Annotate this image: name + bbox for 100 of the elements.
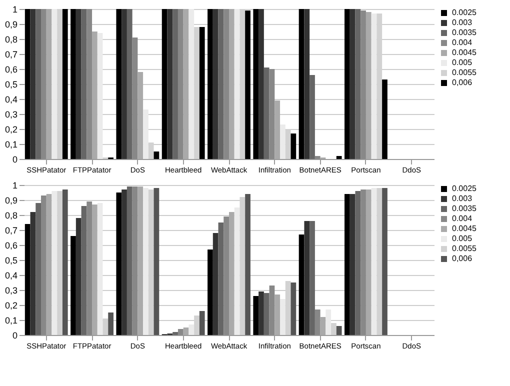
bar [253, 9, 259, 159]
bar [24, 224, 30, 335]
legend-label: 0.0045 [452, 48, 478, 57]
bar [350, 9, 356, 159]
bar [355, 9, 361, 159]
bar [154, 152, 160, 159]
bar [336, 326, 342, 335]
bar [143, 188, 148, 335]
bar [143, 110, 148, 159]
legend-label: 0.0025 [452, 8, 478, 17]
bar [116, 9, 122, 159]
bar [245, 10, 250, 159]
bar [253, 296, 259, 335]
legend-label: 0.0055 [452, 68, 478, 77]
bar [234, 9, 240, 159]
bar [310, 221, 315, 335]
y-tick-label: 0,6 [4, 64, 18, 74]
y-tick-label: 0 [12, 330, 18, 340]
bar [41, 9, 46, 159]
bar [24, 9, 30, 159]
bar [366, 12, 372, 159]
bar [92, 204, 98, 335]
y-tick-label: 0,7 [4, 226, 18, 236]
bar [62, 9, 68, 159]
bar [178, 9, 184, 159]
bar [46, 9, 52, 159]
bar [194, 27, 200, 159]
y-tick-label: 0,8 [4, 34, 18, 44]
bar [218, 9, 224, 159]
legend-label: 0.0035 [452, 28, 478, 37]
bar [46, 194, 52, 335]
bar [76, 218, 82, 335]
y-tick-label: 0,5 [4, 256, 18, 266]
bar [382, 80, 388, 159]
legend-label: 0.003 [452, 18, 473, 27]
bar [188, 9, 194, 159]
bar [331, 323, 336, 335]
bar [76, 9, 82, 159]
bar [304, 221, 310, 335]
legend-label: 0.0035 [452, 204, 478, 213]
bar [298, 9, 304, 159]
bar [304, 9, 310, 159]
bar [224, 216, 229, 335]
bar [344, 9, 350, 159]
bar [122, 9, 127, 159]
bar [224, 9, 229, 159]
bar [30, 212, 36, 335]
bar [172, 9, 178, 159]
bar [274, 294, 280, 335]
y-tick-label: 0,1 [4, 140, 18, 150]
legend-label: 0.0025 [452, 184, 478, 193]
bar [212, 233, 218, 335]
y-tick-label: 0,3 [4, 286, 18, 296]
bar [298, 234, 304, 335]
y-tick-label: 0,2 [4, 124, 18, 134]
bar [70, 9, 76, 159]
bar [229, 212, 234, 335]
bar [336, 156, 342, 159]
bar [199, 27, 205, 159]
legend-label: 0,006 [452, 78, 473, 87]
bar [86, 9, 92, 159]
bar [314, 156, 320, 159]
bar [57, 9, 62, 159]
bar [208, 250, 213, 335]
y-tick-label: 0,9 [4, 196, 18, 206]
bar [132, 186, 138, 335]
bar [269, 69, 275, 159]
bar [116, 192, 122, 335]
bar [320, 317, 326, 335]
y-tick-label: 0,2 [4, 300, 18, 310]
bar [126, 9, 132, 159]
legend-label: 0.005 [452, 58, 473, 67]
y-tick-label: 0,6 [4, 240, 18, 250]
legend-label: 0.004 [452, 214, 473, 223]
bar [178, 329, 184, 335]
bar [138, 72, 144, 159]
bar [172, 332, 178, 335]
legend-label: 0.003 [452, 194, 473, 203]
y-tick-label: 0 [12, 154, 18, 164]
bar [162, 9, 168, 159]
bar [344, 194, 350, 335]
legend-label: 0.005 [452, 234, 473, 243]
bar [62, 190, 68, 335]
y-tick-label: 1 [12, 4, 18, 14]
bar [199, 311, 205, 335]
bar [274, 100, 280, 159]
bar [188, 324, 194, 335]
bar [183, 9, 189, 159]
bar [366, 190, 372, 335]
bar [57, 191, 62, 335]
legend-label: 0.0055 [452, 244, 478, 253]
bar [290, 134, 296, 159]
legend-label: 0,006 [452, 254, 473, 263]
bar [167, 9, 173, 159]
bar [382, 188, 388, 335]
bar [360, 190, 366, 335]
bar [132, 38, 138, 159]
bar [234, 208, 240, 335]
y-tick-label: 0,5 [4, 80, 18, 90]
bar [126, 186, 132, 335]
